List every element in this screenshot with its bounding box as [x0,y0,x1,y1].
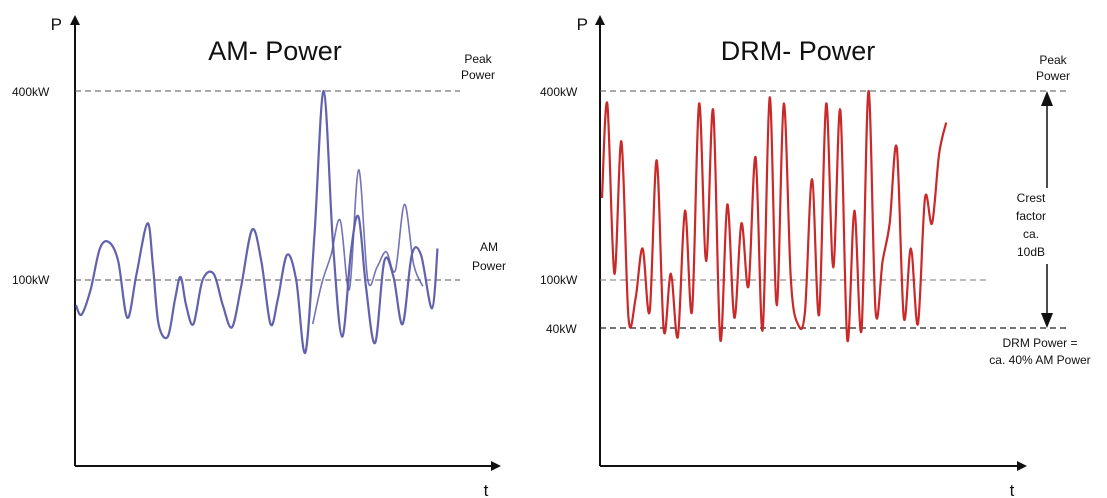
crest-factor-label-line2: factor [1016,209,1046,223]
crest-factor-label-line1: Crest [1017,191,1046,205]
drm-peak-label-line2: Power [1036,69,1070,83]
am-power-chart: AM- Power P t 400kW Peak Power 100kW AM … [12,15,506,498]
am-average-label-line2: Power [472,259,506,273]
drm-waveform-0 [600,89,948,343]
drm-plot-area [600,89,948,343]
am-chart-title: AM- Power [208,36,342,66]
drm-peak-label-line1: Peak [1039,53,1067,67]
am-tick-100: 100kW [12,273,50,287]
drm-x-axis-label: t [1010,481,1015,498]
am-waveform-1 [311,168,424,325]
am-y-axis-label: P [51,15,62,34]
am-peak-label-line1: Peak [464,52,492,66]
crest-factor-label-line3: ca. [1023,227,1039,241]
am-x-axis-label: t [484,481,489,498]
am-plot-area [74,89,439,354]
crest-factor-arrow-up [1041,91,1053,106]
crest-factor-label-backdrop [1016,188,1054,264]
drm-y-axis-label: P [577,15,588,34]
am-tick-400: 400kW [12,85,50,99]
drm-power-chart: DRM- Power P t 400kW Peak Power 100kW 40… [540,15,1091,498]
drm-average-label-line1: DRM Power = [1002,336,1077,350]
crest-factor-label-line4: 10dB [1017,245,1045,259]
am-waveform-0 [74,89,439,354]
crest-factor-arrow-down [1041,313,1053,328]
drm-tick-40: 40kW [546,322,577,336]
drm-tick-400: 400kW [540,85,578,99]
drm-tick-100: 100kW [540,273,578,287]
drm-chart-title: DRM- Power [721,36,876,66]
am-peak-label-line2: Power [461,68,495,82]
am-average-label-line1: AM [480,240,498,254]
drm-average-label-line2: ca. 40% AM Power [989,353,1090,367]
